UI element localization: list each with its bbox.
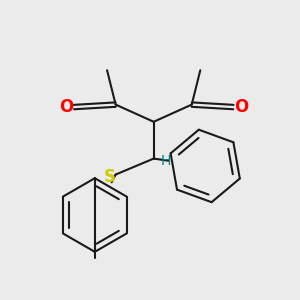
Text: O: O	[234, 98, 248, 116]
Text: H: H	[161, 154, 171, 168]
Text: O: O	[59, 98, 74, 116]
Text: S: S	[103, 168, 116, 186]
